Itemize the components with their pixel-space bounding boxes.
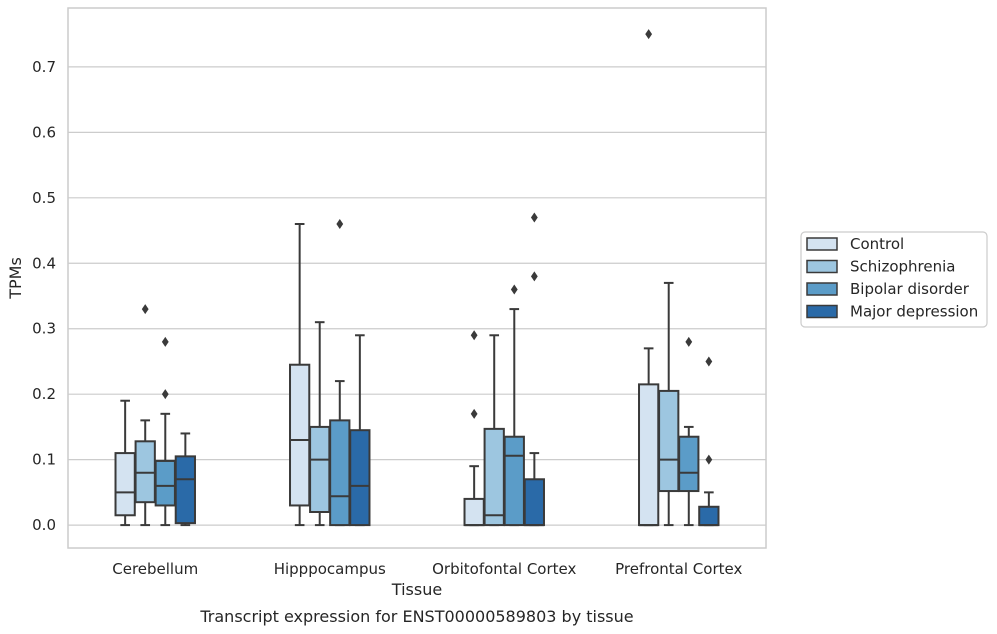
box-control	[638, 29, 660, 527]
outlier-point	[530, 212, 538, 223]
box-control	[463, 330, 485, 527]
outlier-point	[685, 336, 693, 347]
y-tick-label: 0.3	[32, 320, 56, 338]
outlier-point	[530, 271, 538, 282]
box-body	[698, 505, 720, 527]
legend: Control Schizophrenia Bipolar disorder Majo…	[800, 231, 988, 328]
outlier-point	[161, 389, 169, 400]
outlier-point	[161, 336, 169, 347]
box-body	[638, 383, 660, 527]
box-bipolar-disorder	[678, 336, 700, 527]
box-body	[289, 363, 311, 507]
outlier-point	[141, 304, 149, 315]
y-tick-label: 0.1	[32, 451, 56, 469]
outlier-point	[470, 408, 478, 419]
outlier-point	[645, 29, 653, 40]
x-tick-label: Orbitofontal Cortex	[432, 560, 576, 578]
outlier-point	[705, 356, 713, 367]
legend-label: Major depression	[850, 303, 978, 321]
box-body	[503, 435, 525, 527]
box-body	[523, 478, 545, 527]
x-tick-label: Cerebellum	[112, 560, 198, 578]
box-control	[114, 399, 136, 527]
outlier-point	[470, 330, 478, 341]
x-tick-labels: Cerebellum Hipppocampus Orbitofontal Corte…	[112, 560, 742, 578]
box-bipolar-disorder	[503, 284, 525, 527]
legend-swatch	[806, 237, 838, 251]
chart-caption: Transcript expression for ENST0000058980…	[199, 607, 633, 626]
y-tick-label: 0.4	[32, 254, 56, 272]
plot-frame	[67, 7, 767, 549]
box-schizophrenia	[134, 304, 156, 527]
y-tick-label: 0.7	[32, 58, 56, 76]
box-body	[154, 459, 176, 507]
box-body	[463, 497, 485, 527]
x-tick-label: Hipppocampus	[274, 560, 386, 578]
box-bipolar-disorder	[154, 336, 176, 527]
y-tick-label: 0.6	[32, 123, 56, 141]
y-tick-label: 0.2	[32, 385, 56, 403]
outlier-point	[510, 284, 518, 295]
legend-label: Schizophrenia	[850, 258, 955, 276]
box-major-depression	[349, 334, 371, 527]
box-body	[114, 452, 136, 517]
legend-frame	[800, 231, 988, 328]
y-axis-label: TPMs	[6, 257, 25, 300]
box-schizophrenia	[658, 281, 680, 527]
outlier-point	[336, 219, 344, 229]
box-major-depression	[523, 212, 545, 527]
legend-swatch	[806, 282, 838, 296]
box-control	[289, 223, 311, 527]
x-axis-label: Tissue	[391, 580, 442, 599]
legend-swatch	[806, 304, 838, 319]
plot-marks	[114, 29, 720, 527]
y-tick-labels: 0.0 0.1 0.2 0.3 0.4 0.5 0.6 0.7	[32, 58, 56, 534]
y-tick-label: 0.5	[32, 189, 56, 207]
y-tick-label: 0.0	[32, 516, 56, 534]
legend-label: Bipolar disorder	[850, 280, 970, 298]
legend-label: Control	[850, 235, 904, 253]
box-body	[174, 455, 196, 525]
box-body	[658, 389, 680, 493]
box-major-depression	[174, 432, 196, 527]
x-tick-label: Prefrontal Cortex	[615, 560, 742, 578]
box-body	[678, 435, 700, 493]
box-schizophrenia	[483, 334, 505, 527]
box-body	[329, 419, 351, 527]
box-body	[309, 425, 331, 513]
box-schizophrenia	[309, 321, 331, 527]
box-bipolar-disorder	[329, 219, 351, 527]
legend-swatch	[806, 259, 838, 274]
box-major-depression	[698, 356, 720, 527]
box-body	[483, 427, 505, 527]
outlier-point	[705, 454, 713, 465]
box-body	[349, 429, 371, 527]
